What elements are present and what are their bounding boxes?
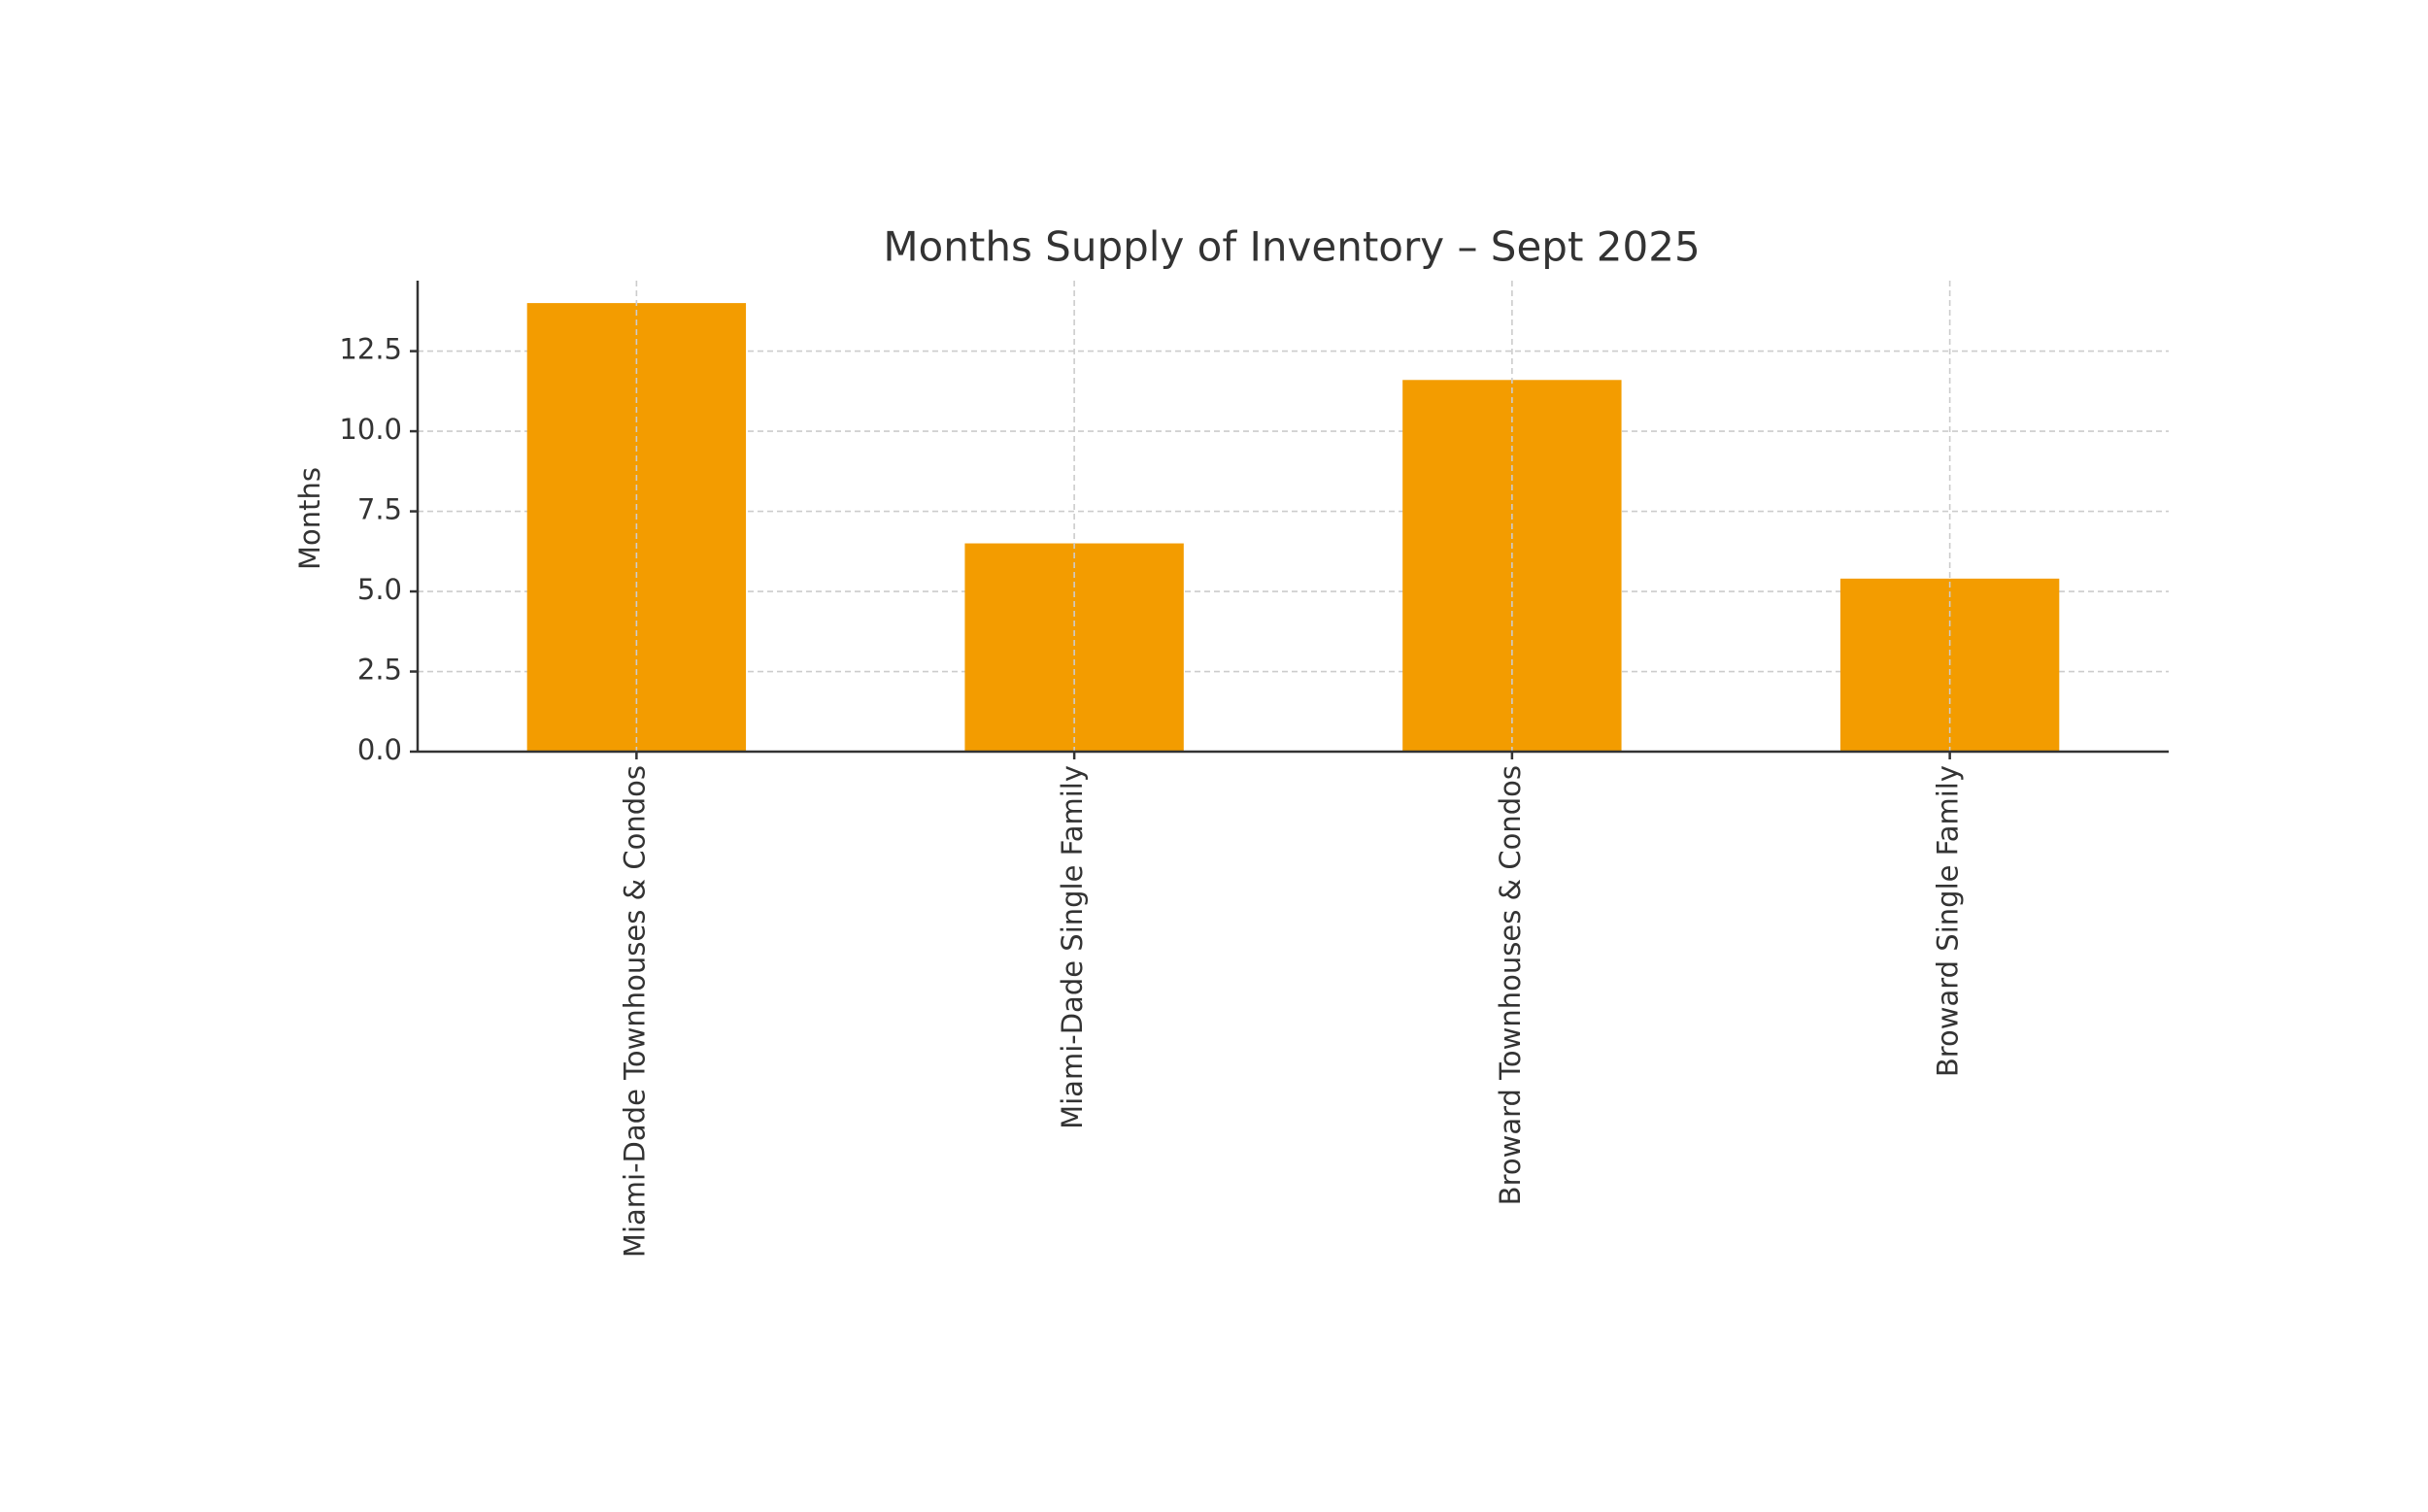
y-tick-label: 12.5 <box>339 333 402 366</box>
y-tick-label: 0.0 <box>357 733 402 766</box>
x-tick-label: Broward Single Family <box>1932 765 1965 1077</box>
y-tick-label: 7.5 <box>357 493 402 526</box>
y-axis-label: Months <box>293 467 326 570</box>
bar <box>964 543 1184 752</box>
x-tick-label: Miami-Dade Single Family <box>1056 765 1089 1129</box>
x-tick-label: Miami-Dade Townhouses & Condos <box>618 765 651 1258</box>
y-tick-label: 2.5 <box>357 654 402 687</box>
y-tick-label: 5.0 <box>357 573 402 606</box>
chart-title: Months Supply of Inventory – Sept 2025 <box>883 223 1700 271</box>
x-tick-label: Broward Townhouses & Condos <box>1494 765 1527 1205</box>
y-tick-label: 10.0 <box>339 413 402 446</box>
